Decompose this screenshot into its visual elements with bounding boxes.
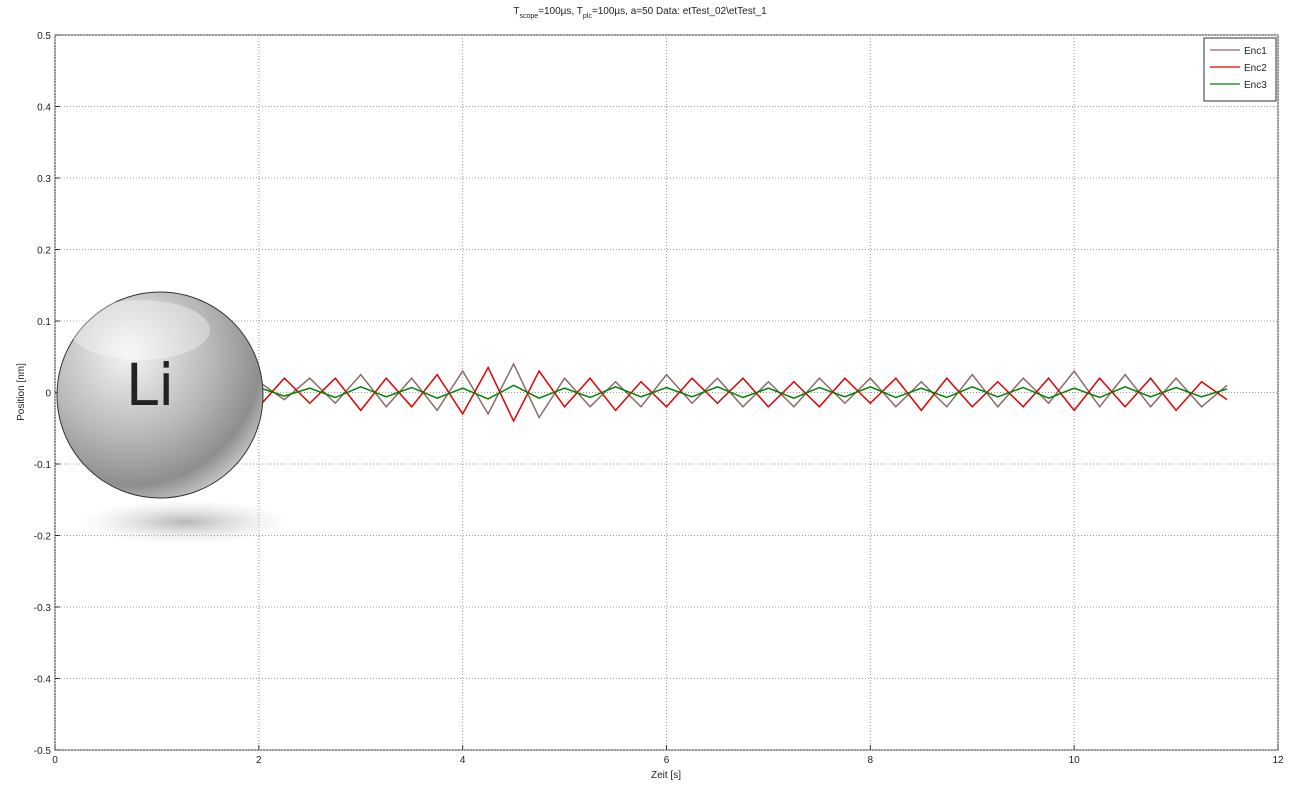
x-tick-label: 6 bbox=[664, 755, 670, 766]
y-tick-label: 0 bbox=[45, 389, 51, 400]
title-segment: plc bbox=[583, 13, 592, 20]
y-tick-label: 0.2 bbox=[37, 246, 51, 257]
y-tick-label: -0.4 bbox=[34, 675, 52, 686]
x-axis-label: Zeit [s] bbox=[651, 770, 681, 781]
legend: Enc1 Enc2 Enc3 bbox=[1203, 37, 1277, 102]
logo-sphere bbox=[56, 291, 264, 499]
y-tick-label: 0.1 bbox=[37, 317, 51, 328]
y-tick-label: -0.5 bbox=[34, 746, 52, 757]
logo-text: Li bbox=[126, 351, 174, 419]
title-segment: T bbox=[513, 6, 519, 17]
series-line bbox=[207, 362, 1228, 420]
title-segment: scope bbox=[519, 13, 538, 20]
y-tick-label: 0.3 bbox=[37, 174, 51, 185]
chart-title: Tscope=100µs, Tplc=100µs, a=50 Data: etT… bbox=[513, 6, 767, 20]
y-tick-label: 0.5 bbox=[37, 31, 51, 42]
legend-label: Enc1 bbox=[1244, 46, 1267, 57]
y-axis-label: Position [nm] bbox=[16, 363, 27, 421]
x-tick-label: 2 bbox=[256, 755, 262, 766]
y-tick-label: -0.2 bbox=[34, 532, 52, 543]
x-tick-label: 4 bbox=[460, 755, 466, 766]
logo-highlight bbox=[70, 300, 210, 360]
x-tick-label: 0 bbox=[52, 755, 58, 766]
title-segment: =100µs, T bbox=[538, 6, 583, 17]
legend-box bbox=[1203, 37, 1277, 102]
y-tick-label: 0.4 bbox=[37, 103, 51, 114]
y-tick-label: -0.1 bbox=[34, 460, 52, 471]
legend-label: Enc3 bbox=[1244, 80, 1267, 91]
x-tick-label: 12 bbox=[1272, 755, 1284, 766]
x-tick-label: 8 bbox=[868, 755, 874, 766]
logo-shadow bbox=[80, 500, 290, 544]
series-line bbox=[207, 365, 1228, 423]
y-tick-label: -0.3 bbox=[34, 603, 52, 614]
x-tick-label: 10 bbox=[1069, 755, 1081, 766]
logo: Li bbox=[56, 291, 290, 544]
plot-layer: 0 2 4 6 8 10 12 -0.5 -0.4 -0.3 -0.2 -0.1 0 0.1 0.2 0.3 0… bbox=[34, 31, 1284, 766]
series-line bbox=[207, 384, 1228, 400]
legend-label: Enc2 bbox=[1244, 63, 1267, 74]
title-segment: =100µs, a=50 Data: etTest_02\etTest_1 bbox=[592, 6, 767, 17]
